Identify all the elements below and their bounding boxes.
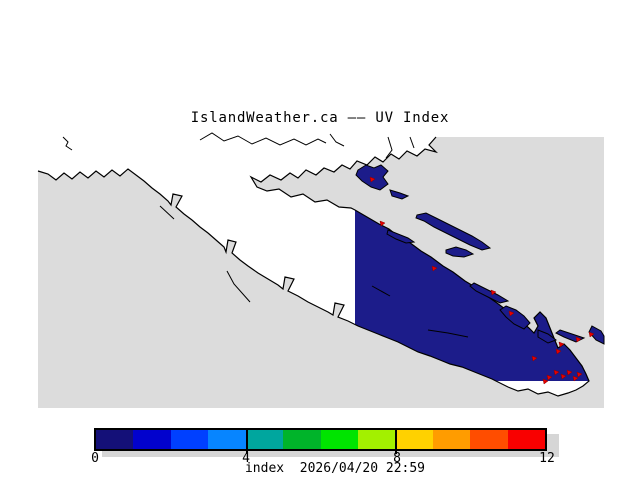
colorbar-segment-10 [470, 430, 508, 449]
station-marker-2 [431, 265, 438, 272]
station-marker-14 [572, 375, 579, 382]
colorbar-tick-4 [245, 428, 248, 454]
coastline [37, 136, 590, 397]
colorbar-tick-label-0: 0 [91, 451, 99, 466]
channel-mark-2 [329, 133, 345, 147]
station-marker-7 [558, 341, 565, 348]
channel-mark-7 [427, 329, 469, 338]
station-marker-11 [553, 369, 560, 376]
station-marker-10 [546, 374, 553, 381]
colorbar-segment-1 [133, 430, 171, 449]
colorbar-unit-label: index [244, 461, 285, 476]
station-marker-9 [531, 355, 538, 362]
colorbar-segment-9 [432, 430, 471, 449]
colorbar-segment-3 [208, 430, 246, 449]
station-marker-16 [542, 378, 549, 385]
uv-data-region [355, 210, 589, 381]
island-5 [469, 282, 510, 304]
island-4 [445, 246, 475, 258]
colorbar-segment-5 [283, 430, 321, 449]
colorbar-segment-4 [245, 430, 284, 449]
page-title: IslandWeather.ca —— UV Index [190, 110, 450, 126]
channel-mark-0 [62, 136, 73, 151]
channel-mark-6 [159, 205, 175, 220]
station-marker-6 [575, 336, 582, 343]
colorbar-tick-label-4: 4 [242, 451, 250, 466]
channel-mark-5 [226, 270, 251, 303]
map-timestamp: 2026/04/20 22:59 [299, 461, 426, 476]
uv-colorbar [94, 428, 547, 454]
station-marker-13 [566, 369, 573, 376]
colorbar-segment-8 [395, 430, 433, 449]
station-marker-5 [588, 331, 595, 338]
channel-mark-3 [385, 136, 393, 159]
island-1 [389, 189, 410, 200]
station-marker-8 [555, 348, 562, 355]
station-marker-1 [379, 220, 386, 227]
colorbar-segment-7 [357, 430, 396, 449]
station-marker-0 [369, 176, 376, 183]
colorbar-segment-2 [170, 430, 209, 449]
station-marker-12 [560, 373, 567, 380]
station-marker-15 [576, 371, 583, 378]
colorbar-tick-label-12: 12 [539, 451, 555, 466]
channel-mark-4 [409, 136, 415, 149]
colorbar-segment-11 [507, 430, 546, 449]
island-2 [386, 229, 416, 244]
colorbar-tick-8 [395, 428, 398, 454]
station-marker-4 [508, 310, 515, 317]
colorbar-segment-6 [320, 430, 358, 449]
channel-mark-1 [199, 132, 327, 146]
island-3 [415, 212, 492, 251]
island-6 [499, 305, 531, 330]
colorbar-caption: index 2026/04/20 22:59 [0, 461, 640, 476]
channel-mark-8 [371, 285, 391, 297]
island-0 [355, 164, 389, 191]
station-marker-3 [490, 289, 497, 296]
colorbar-segment-0 [96, 430, 134, 449]
colorbar-tick-label-8: 8 [393, 451, 401, 466]
island-7 [537, 329, 558, 344]
